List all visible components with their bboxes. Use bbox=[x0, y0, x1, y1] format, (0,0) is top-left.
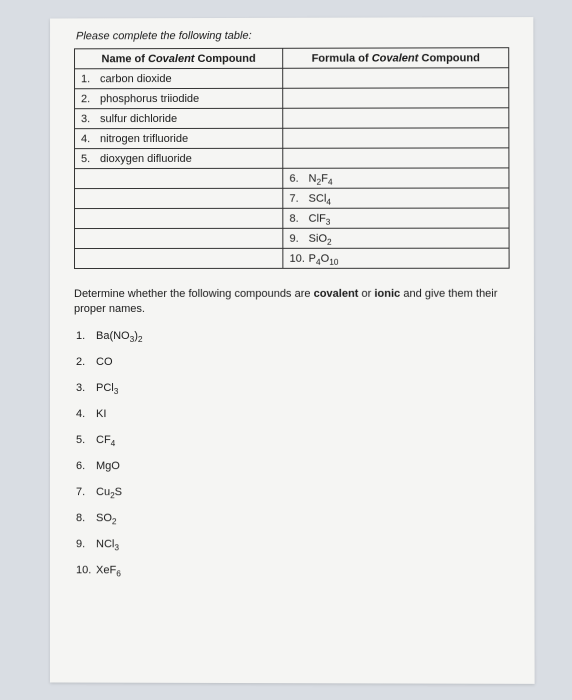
list-item: 8.SO2 bbox=[76, 512, 510, 525]
instr2-mid: or bbox=[358, 288, 374, 300]
header-name-ital: Covalent bbox=[148, 53, 195, 65]
list-item: 1.Ba(NO3)2 bbox=[76, 330, 510, 342]
header-name-suffix: Compound bbox=[194, 52, 255, 64]
formula-cell: 6. N2F4 bbox=[283, 168, 509, 188]
header-name-prefix: Name of bbox=[102, 53, 148, 65]
formula-cell bbox=[283, 148, 509, 168]
formula-cell bbox=[283, 128, 509, 148]
header-formula-suffix: Compound bbox=[418, 52, 479, 64]
header-formula-ital: Covalent bbox=[372, 52, 419, 64]
list-item: 3.PCl3 bbox=[76, 382, 510, 394]
compound-list: 1.Ba(NO3)2 2.CO 3.PCl3 4.KI 5.CF4 6.MgO 7.Cu2S… bbox=[74, 330, 510, 577]
table-row: 5. dioxygen difluoride bbox=[75, 148, 509, 169]
list-item: 9.NCl3 bbox=[76, 538, 510, 551]
list-item: 6.MgO bbox=[76, 460, 510, 472]
name-cell: 2. phosphorus triiodide bbox=[75, 88, 283, 108]
list-item: 10.XeF6 bbox=[76, 564, 510, 577]
header-formula-prefix: Formula of bbox=[312, 52, 372, 64]
table-row: 8. ClF3 bbox=[75, 208, 510, 229]
table-row: 4. nitrogen trifluoride bbox=[75, 128, 509, 149]
covalent-table: Name of Covalent Compound Formula of Cov… bbox=[74, 47, 510, 269]
formula-cell: 9. SiO2 bbox=[283, 228, 509, 248]
table-row: 10. P4O10 bbox=[75, 248, 510, 268]
col-header-name: Name of Covalent Compound bbox=[75, 48, 283, 69]
list-item: 7.Cu2S bbox=[76, 486, 510, 499]
name-cell bbox=[75, 168, 283, 188]
formula-cell: 10. P4O10 bbox=[283, 248, 509, 268]
col-header-formula: Formula of Covalent Compound bbox=[283, 48, 509, 69]
instr2-pre: Determine whether the following compound… bbox=[74, 288, 314, 300]
name-cell bbox=[75, 228, 283, 248]
name-cell bbox=[75, 248, 283, 268]
table-instruction: Please complete the following table: bbox=[76, 29, 509, 42]
table-row: 3. sulfur dichloride bbox=[75, 108, 509, 129]
table-row: 6. N2F4 bbox=[75, 168, 509, 189]
name-cell: 1. carbon dioxide bbox=[75, 68, 283, 88]
formula-cell bbox=[283, 108, 509, 128]
list-item: 4.KI bbox=[76, 408, 510, 420]
name-cell bbox=[75, 208, 283, 228]
table-row: 9. SiO2 bbox=[75, 228, 510, 248]
instr2-ionic: ionic bbox=[374, 288, 400, 300]
section2-instruction: Determine whether the following compound… bbox=[74, 287, 510, 318]
list-item: 2.CO bbox=[76, 356, 510, 368]
formula-cell bbox=[283, 68, 509, 89]
formula-cell bbox=[283, 88, 509, 109]
name-cell: 3. sulfur dichloride bbox=[75, 108, 283, 128]
formula-cell: 7. SCl4 bbox=[283, 188, 509, 208]
table-row: 1. carbon dioxide bbox=[75, 68, 509, 89]
instr2-covalent: covalent bbox=[314, 288, 359, 300]
list-item: 5.CF4 bbox=[76, 434, 510, 446]
formula-cell: 8. ClF3 bbox=[283, 208, 509, 228]
table-row: 7. SCl4 bbox=[75, 188, 509, 209]
name-cell: 5. dioxygen difluoride bbox=[75, 148, 283, 168]
name-cell: 4. nitrogen trifluoride bbox=[75, 128, 283, 148]
name-cell bbox=[75, 188, 283, 208]
table-row: 2. phosphorus triiodide bbox=[75, 88, 509, 109]
worksheet-page: Please complete the following table: Nam… bbox=[50, 17, 535, 684]
